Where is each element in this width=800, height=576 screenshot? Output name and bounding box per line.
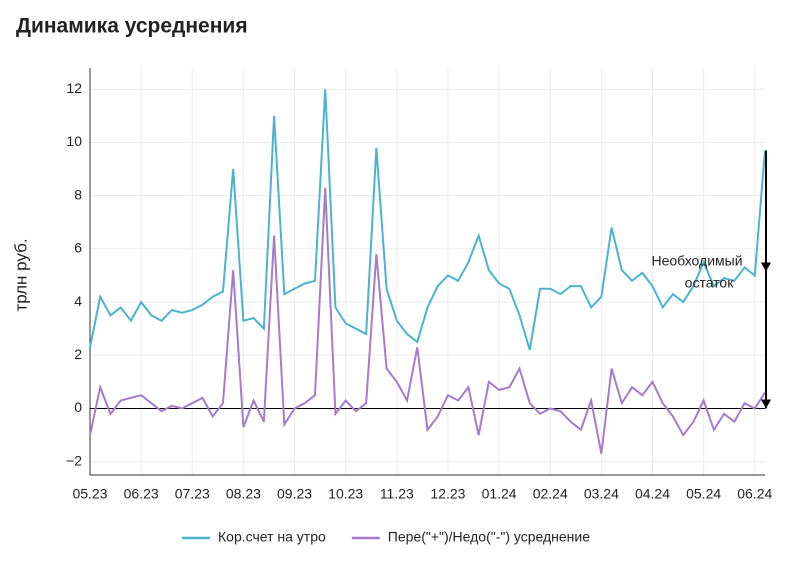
x-tick-label: 06.23 (124, 486, 159, 502)
x-tick-label: 05.24 (686, 486, 721, 502)
annotation: Необходимый остаток (651, 252, 742, 290)
y-tick-label: 2 (74, 346, 82, 362)
series-line (89, 187, 766, 454)
y-tick-label: 0 (74, 399, 82, 415)
legend-label: Пере("+")/Недо("-") усреднение (388, 529, 590, 545)
arrow-head (761, 399, 771, 409)
x-tick-label: 08.23 (226, 486, 261, 502)
x-tick-label: 01.24 (482, 486, 517, 502)
y-tick-label: 4 (74, 293, 82, 309)
y-tick-label: 8 (74, 186, 82, 202)
x-tick-label: 07.23 (175, 486, 210, 502)
legend-label: Кор.счет на утро (218, 529, 326, 545)
x-tick-label: 04.24 (635, 486, 670, 502)
y-tick-label: 6 (74, 240, 82, 256)
x-tick-label: 03.24 (584, 486, 619, 502)
arrow-head (761, 262, 771, 272)
x-tick-label: 06.24 (737, 486, 772, 502)
y-tick-label: −2 (66, 452, 82, 468)
y-axis-label: трлн руб. (11, 238, 30, 311)
x-tick-label: 02.24 (533, 486, 568, 502)
y-tick-label: 12 (66, 80, 82, 96)
series-line (89, 89, 766, 351)
x-tick-label: 11.23 (380, 486, 414, 502)
x-tick-label: 09.23 (277, 486, 312, 502)
x-tick-label: 12.23 (430, 486, 465, 502)
x-tick-label: 10.23 (328, 486, 363, 502)
x-tick-label: 05.23 (72, 486, 107, 502)
y-tick-label: 10 (66, 133, 82, 149)
chart-title: Динамика усреднения (16, 15, 248, 38)
